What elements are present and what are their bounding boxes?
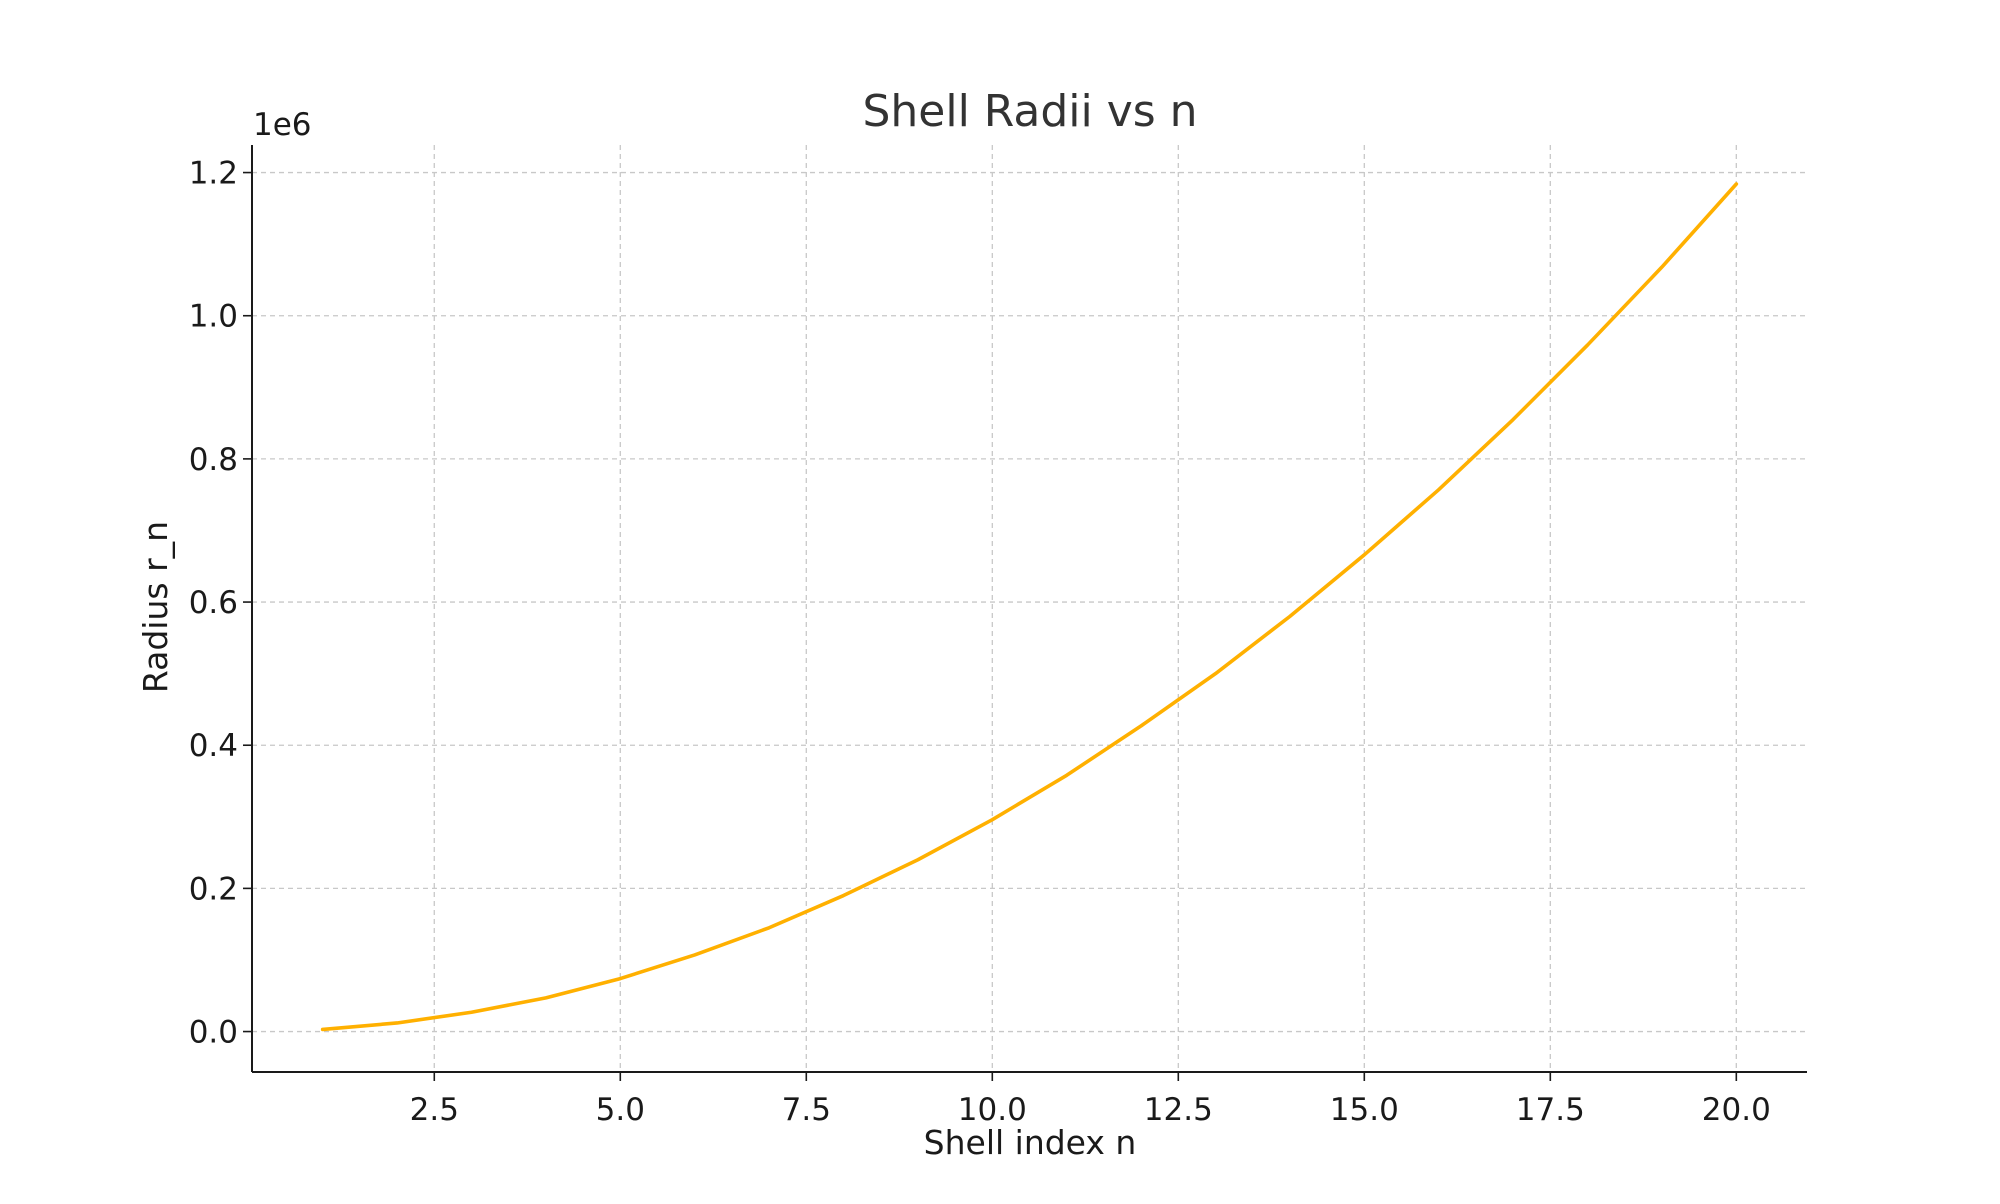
series-line	[320, 182, 1739, 1032]
x-tick-label: 2.5	[410, 1092, 459, 1128]
chart-title: Shell Radii vs n	[862, 86, 1197, 137]
grid-layer	[252, 145, 1807, 1072]
y-tick-label: 1.2	[189, 156, 238, 192]
y-tick-label: 0.8	[189, 442, 238, 478]
y-tick-label: 0.6	[189, 585, 238, 621]
y-axis-label: Radius r_n	[136, 521, 175, 693]
y-tick-label: 1.0	[189, 299, 238, 335]
y-tick-label: 0.0	[189, 1015, 238, 1051]
x-tick-label: 7.5	[782, 1092, 831, 1128]
x-tick-label: 10.0	[958, 1092, 1027, 1128]
x-tick-label: 20.0	[1702, 1092, 1771, 1128]
axes-layer	[251, 145, 1807, 1073]
x-tick-label: 12.5	[1144, 1092, 1213, 1128]
x-tick-label: 17.5	[1516, 1092, 1585, 1128]
x-tick-label: 5.0	[596, 1092, 645, 1128]
y-tick-label: 0.2	[189, 871, 238, 907]
ticks-layer: 2.5 5.0 7.5 10.0 12.5 15.0 17.5 20.0 0.0 0.2 0.4 0.…	[189, 156, 1771, 1128]
x-tick-label: 15.0	[1330, 1092, 1399, 1128]
series-layer	[320, 182, 1739, 1032]
y-tick-label: 0.4	[189, 728, 238, 764]
x-axis-label: Shell index n	[924, 1123, 1137, 1162]
y-axis-offset-label: 1e6	[253, 107, 312, 143]
